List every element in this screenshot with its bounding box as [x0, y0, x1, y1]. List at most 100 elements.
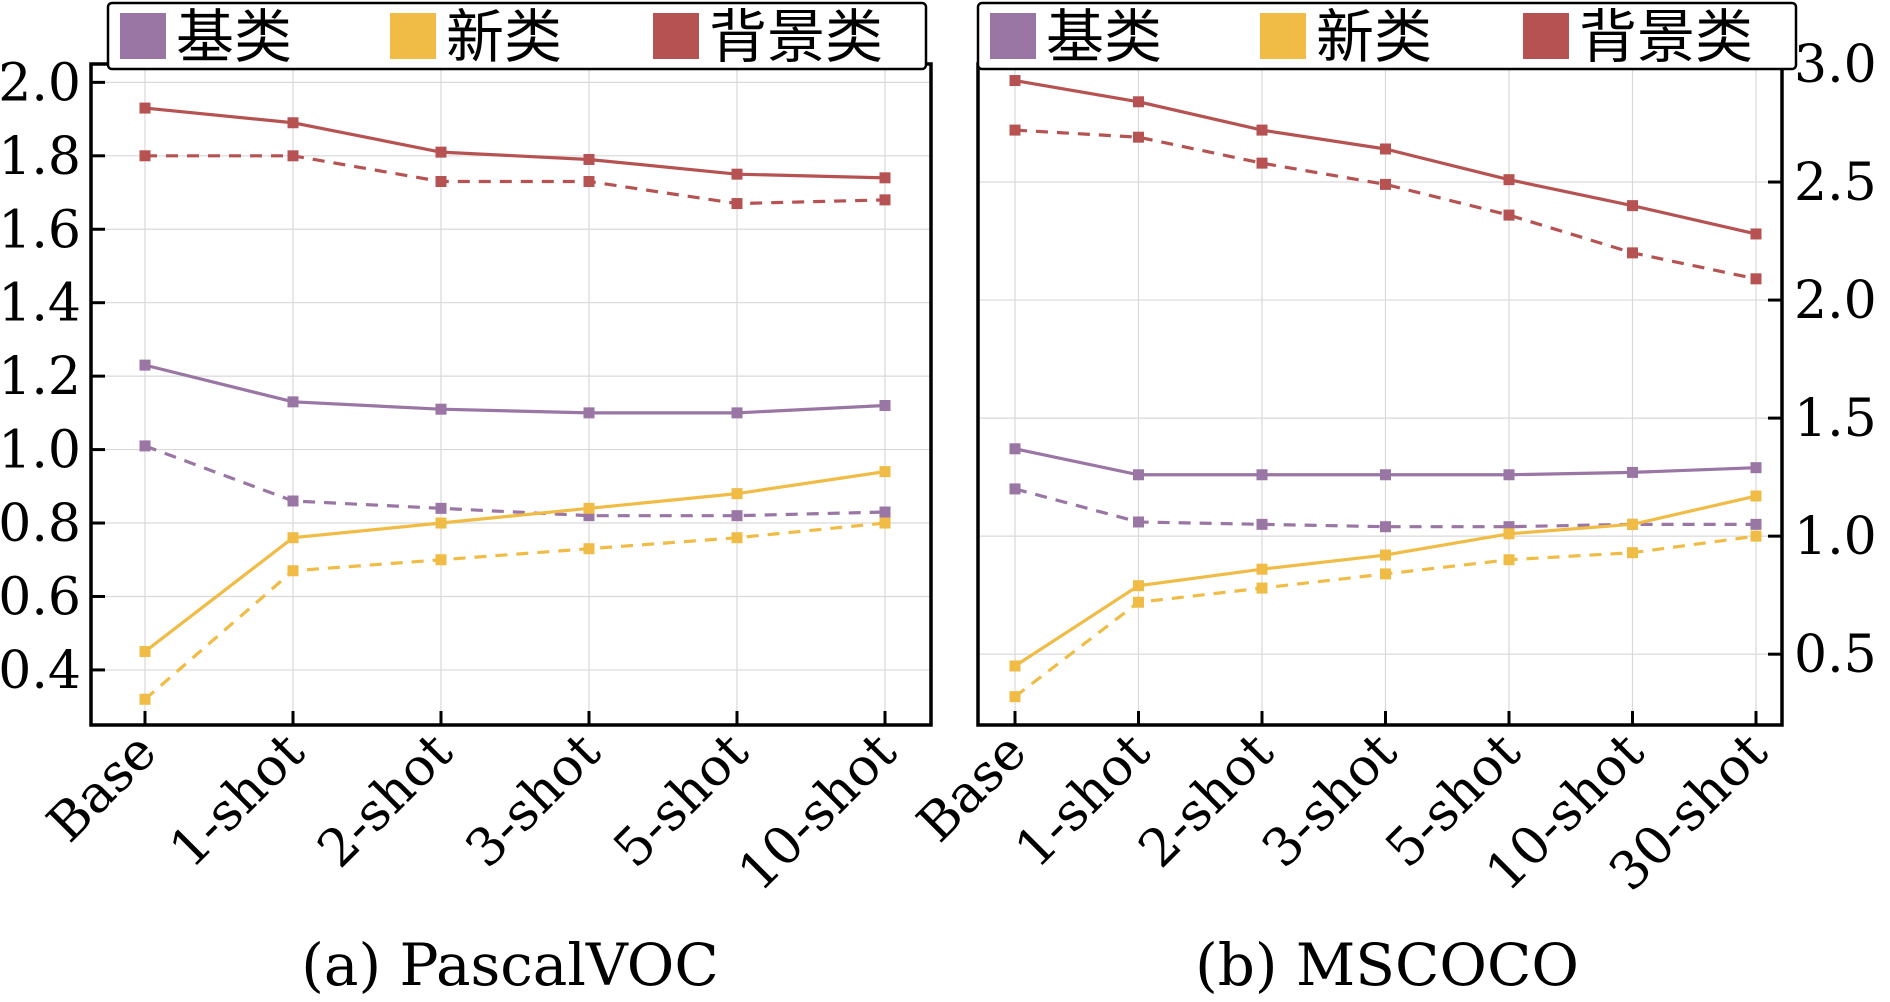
y-tick-label: 0.5 — [1794, 625, 1877, 685]
data-point-base-solid — [1256, 469, 1268, 481]
legend-label-novel: 新类 — [446, 3, 562, 71]
data-point-background-solid — [1009, 75, 1021, 87]
series-line-background-dashed — [145, 154, 886, 206]
data-point-background-solid — [1627, 200, 1638, 212]
legend-label-novel: 新类 — [1316, 3, 1432, 71]
data-point-base-solid — [731, 407, 743, 419]
data-point-background-solid — [1380, 143, 1391, 155]
data-point-background-dashed — [1133, 131, 1144, 143]
data-point-background-solid — [1503, 174, 1515, 186]
data-point-base-solid — [287, 396, 299, 408]
data-point-novel-solid — [139, 646, 151, 658]
data-point-novel-solid — [287, 532, 299, 544]
x-tick-label: Base — [36, 722, 168, 854]
legend-label-base: 基类 — [1046, 3, 1162, 71]
data-point-novel-dashed — [1627, 547, 1638, 559]
data-point-background-solid — [1133, 96, 1144, 108]
data-point-novel-solid — [1627, 518, 1638, 530]
legend-swatch-background — [1523, 13, 1569, 59]
series-line-background-solid — [144, 106, 886, 180]
data-point-background-dashed — [287, 150, 299, 162]
y-tick-label: 0.6 — [0, 567, 81, 627]
data-point-novel-solid — [1503, 528, 1515, 540]
data-point-novel-solid — [731, 488, 743, 500]
y-tick-label: 1.0 — [0, 421, 81, 481]
data-point-novel-dashed — [1750, 530, 1762, 542]
data-point-novel-solid — [1750, 490, 1762, 502]
x-tick-label: 3-shot — [454, 722, 612, 880]
x-tick-label: 2-shot — [306, 722, 464, 880]
data-point-background-dashed — [583, 176, 595, 188]
data-point-background-dashed — [139, 150, 151, 162]
legend-label-background: 背景类 — [709, 3, 883, 71]
data-point-base-solid — [139, 359, 151, 371]
data-point-base-dashed — [879, 506, 891, 518]
y-tick-label: 2.0 — [1794, 271, 1877, 331]
data-point-background-solid — [1256, 124, 1268, 136]
data-point-background-dashed — [731, 198, 743, 210]
data-point-base-solid — [1750, 462, 1762, 474]
data-point-base-solid — [1009, 443, 1021, 455]
data-point-base-dashed — [731, 510, 743, 522]
data-point-novel-dashed — [435, 554, 447, 566]
legend-swatch-base — [120, 13, 166, 59]
data-point-novel-solid — [1133, 580, 1144, 592]
data-point-novel-dashed — [879, 517, 891, 529]
x-tick-label: 3-shot — [1251, 722, 1409, 880]
panel-mscoco: 0.51.01.52.02.53.0Base1-shot2-shot3-shot… — [906, 1, 1877, 903]
data-point-base-dashed — [1380, 521, 1391, 533]
data-point-base-dashed — [1750, 518, 1762, 530]
data-point-background-solid — [287, 117, 299, 129]
legend-swatch-base — [990, 13, 1036, 59]
y-tick-label: 1.2 — [0, 347, 81, 407]
x-tick-label: 2-shot — [1127, 722, 1285, 880]
data-point-novel-dashed — [1256, 582, 1268, 594]
data-point-novel-solid — [1380, 549, 1391, 561]
plot-frame — [976, 62, 1784, 727]
data-point-background-dashed — [1009, 124, 1021, 136]
data-point-background-dashed — [1750, 273, 1762, 285]
series-line-base-solid — [144, 363, 886, 415]
y-tick-label: 0.8 — [0, 494, 81, 554]
data-point-background-solid — [435, 146, 447, 158]
y-tick-label: 0.4 — [0, 641, 81, 701]
data-point-novel-solid — [1009, 660, 1021, 672]
y-tick-label: 2.5 — [1794, 153, 1877, 213]
data-point-base-solid — [879, 400, 891, 412]
data-point-novel-dashed — [1133, 596, 1144, 608]
data-point-background-dashed — [1380, 178, 1391, 190]
y-tick-label: 1.5 — [1794, 389, 1877, 449]
data-point-background-dashed — [879, 194, 891, 206]
data-point-background-solid — [583, 153, 595, 165]
x-tick-label: 10-shot — [727, 722, 908, 903]
data-point-base-solid — [583, 407, 595, 419]
legend-swatch-background — [653, 13, 699, 59]
data-point-novel-solid — [879, 466, 891, 478]
data-point-novel-dashed — [1380, 568, 1391, 580]
data-point-base-solid — [1133, 469, 1144, 481]
series-line-novel-dashed — [143, 521, 886, 701]
data-point-base-solid — [1380, 469, 1391, 481]
data-point-base-dashed — [1133, 516, 1144, 528]
data-point-base-dashed — [1503, 521, 1515, 533]
data-point-background-solid — [731, 168, 743, 180]
plot-frame — [89, 62, 933, 727]
data-point-base-solid — [435, 403, 447, 415]
legend-swatch-novel — [390, 13, 436, 59]
x-tick-label: 1-shot — [158, 722, 316, 880]
data-point-background-solid — [879, 172, 891, 184]
x-tick-label: 1-shot — [1004, 722, 1162, 880]
legend-label-background: 背景类 — [1579, 3, 1753, 71]
data-point-novel-dashed — [287, 565, 299, 577]
y-tick-label: 2.0 — [0, 53, 81, 113]
series-line-novel-solid — [144, 470, 886, 653]
y-tick-label: 1.4 — [0, 274, 81, 334]
legend-swatch-novel — [1260, 13, 1306, 59]
y-tick-label: 1.8 — [0, 127, 81, 187]
y-tick-label: 1.6 — [0, 200, 81, 260]
caption-mscoco: (b) MSCOCO — [1195, 931, 1579, 999]
data-point-novel-solid — [435, 517, 447, 529]
data-point-background-dashed — [1627, 247, 1638, 259]
caption-pascalvoc: (a) PascalVOC — [301, 931, 718, 999]
